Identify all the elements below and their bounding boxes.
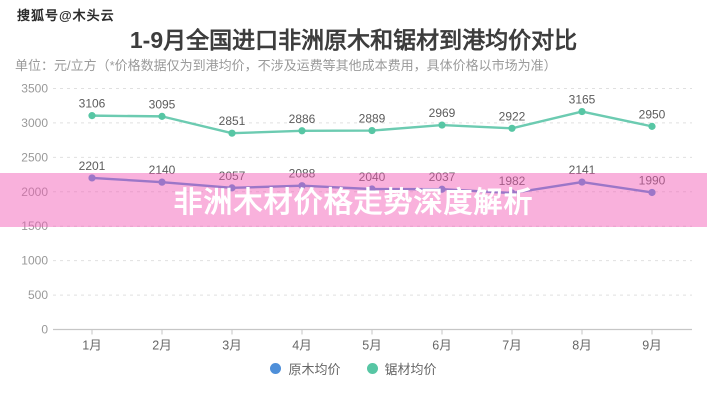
unit-note: 单位：元/立方（*价格数据仅为到港均价，不涉及运费等其他成本费用，具体价格以市场… xyxy=(15,58,557,73)
data-point xyxy=(508,189,516,197)
data-point-label: 2088 xyxy=(289,167,316,181)
data-point-label: 2851 xyxy=(219,114,246,128)
data-point-label: 3106 xyxy=(79,97,106,111)
sohu-account-watermark: 搜狐号@木头云 xyxy=(17,8,115,23)
legend-item-锯材均价[interactable]: 锯材均价 xyxy=(366,359,437,378)
data-point xyxy=(228,184,236,192)
x-axis-category-label: 6月 xyxy=(432,339,451,353)
chart-legend: 原木均价 锯材均价 xyxy=(0,359,707,378)
x-axis-category-label: 8月 xyxy=(572,339,591,353)
x-axis-category-label: 3月 xyxy=(222,339,241,353)
data-point-label: 2889 xyxy=(359,112,386,126)
legend-item-原木均价[interactable]: 原木均价 xyxy=(270,359,341,378)
data-point-label: 1990 xyxy=(639,173,666,187)
x-axis-category-label: 1月 xyxy=(82,339,101,353)
x-axis-category-label: 2月 xyxy=(152,339,171,353)
page-title: 1-9月全国进口非洲原木和锯材到港均价对比 xyxy=(129,27,578,53)
y-axis-tick-label: 3000 xyxy=(21,116,48,130)
data-point xyxy=(508,124,516,132)
y-axis-tick-label: 0 xyxy=(41,323,48,337)
data-point-label: 2969 xyxy=(429,106,456,120)
data-point xyxy=(368,185,376,193)
data-point xyxy=(368,126,376,135)
y-axis-tick-label: 3500 xyxy=(21,82,48,96)
data-point xyxy=(648,122,656,130)
legend-label: 原木均价 xyxy=(288,362,341,377)
data-point-label: 2922 xyxy=(499,109,526,123)
y-axis-tick-label: 2500 xyxy=(21,150,48,164)
data-point xyxy=(438,185,446,193)
data-point xyxy=(88,112,96,120)
y-axis-tick-label: 500 xyxy=(28,288,48,302)
data-point-label: 3165 xyxy=(569,93,596,107)
x-axis-category-label: 5月 xyxy=(362,339,381,353)
data-point xyxy=(298,182,306,190)
data-point xyxy=(228,129,236,137)
data-point-label: 2040 xyxy=(359,170,386,184)
promo-banner-text: 非洲木材价格走势深度解析 xyxy=(173,187,534,219)
data-point xyxy=(578,178,586,186)
data-point xyxy=(158,112,166,120)
data-point-label: 3095 xyxy=(149,97,176,111)
data-point xyxy=(438,121,446,129)
y-axis-tick-label: 1000 xyxy=(21,254,48,268)
data-point-label: 1982 xyxy=(499,174,526,188)
data-point xyxy=(298,127,306,135)
data-point-label: 2037 xyxy=(429,170,456,184)
y-axis-tick-label: 2000 xyxy=(21,185,48,199)
promo-banner: 非洲木材价格走势深度解析 xyxy=(0,173,707,227)
x-axis-category-label: 9月 xyxy=(642,339,661,353)
data-point-label: 2140 xyxy=(149,163,176,177)
data-point xyxy=(88,174,96,182)
legend-dot-icon xyxy=(366,363,378,374)
data-point-label: 2141 xyxy=(569,163,596,177)
y-axis-tick-label: 1500 xyxy=(21,219,48,233)
data-point xyxy=(578,107,586,116)
data-point-label: 2886 xyxy=(289,112,316,126)
data-point-label: 2201 xyxy=(79,159,106,173)
legend-label: 锯材均价 xyxy=(384,362,437,377)
data-point xyxy=(648,188,656,197)
x-axis-category-label: 4月 xyxy=(292,339,311,353)
data-point-label: 2950 xyxy=(639,107,666,121)
data-point-label: 2057 xyxy=(219,169,246,183)
data-point xyxy=(158,178,166,186)
x-axis-category-label: 7月 xyxy=(502,339,521,353)
legend-dot-icon xyxy=(270,363,282,374)
